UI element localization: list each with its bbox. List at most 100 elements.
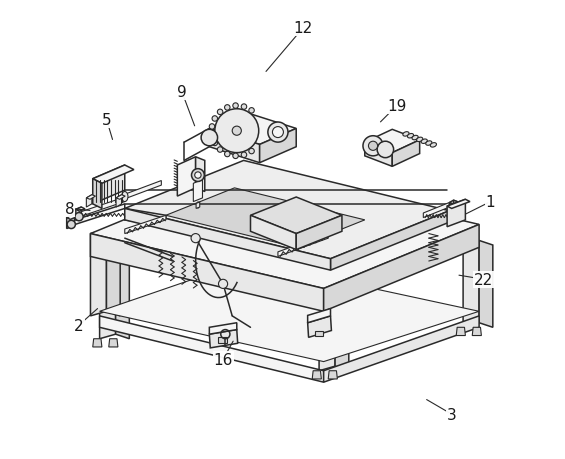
Polygon shape — [196, 202, 200, 209]
Polygon shape — [90, 170, 479, 289]
Text: 16: 16 — [214, 352, 233, 367]
Polygon shape — [93, 166, 125, 204]
Text: 9: 9 — [177, 85, 187, 100]
Polygon shape — [392, 140, 420, 167]
Polygon shape — [195, 157, 205, 192]
Polygon shape — [210, 129, 260, 163]
Polygon shape — [454, 201, 459, 220]
Circle shape — [191, 234, 200, 243]
Polygon shape — [423, 203, 449, 218]
Text: 2: 2 — [74, 318, 84, 333]
Polygon shape — [308, 316, 332, 338]
Polygon shape — [479, 241, 493, 328]
Polygon shape — [447, 200, 470, 209]
Text: 19: 19 — [387, 99, 406, 114]
Ellipse shape — [407, 134, 414, 139]
Polygon shape — [335, 284, 349, 371]
Polygon shape — [193, 180, 202, 202]
Circle shape — [212, 141, 218, 146]
Polygon shape — [319, 284, 335, 371]
Polygon shape — [116, 195, 121, 207]
Polygon shape — [365, 130, 420, 153]
Polygon shape — [76, 207, 85, 212]
Circle shape — [233, 104, 238, 109]
Polygon shape — [210, 113, 296, 145]
Polygon shape — [177, 157, 195, 196]
Polygon shape — [365, 143, 392, 167]
Circle shape — [215, 110, 259, 153]
Polygon shape — [210, 323, 237, 335]
Polygon shape — [90, 230, 106, 316]
Polygon shape — [308, 309, 331, 323]
Polygon shape — [250, 197, 342, 234]
Polygon shape — [125, 161, 449, 259]
Circle shape — [241, 153, 247, 158]
Circle shape — [212, 117, 218, 122]
Polygon shape — [116, 252, 129, 339]
Ellipse shape — [431, 143, 437, 148]
Polygon shape — [125, 209, 331, 270]
Polygon shape — [472, 328, 481, 336]
Polygon shape — [250, 216, 296, 250]
Ellipse shape — [421, 140, 427, 144]
Polygon shape — [331, 211, 449, 270]
Ellipse shape — [412, 136, 418, 140]
Circle shape — [232, 127, 241, 136]
Polygon shape — [324, 225, 479, 312]
Circle shape — [201, 130, 218, 146]
Circle shape — [268, 123, 288, 143]
Ellipse shape — [403, 132, 409, 137]
Polygon shape — [210, 330, 238, 348]
Circle shape — [195, 173, 201, 179]
Circle shape — [368, 142, 377, 151]
Bar — [219, 338, 227, 343]
Text: 8: 8 — [65, 202, 75, 217]
Polygon shape — [86, 195, 92, 207]
Polygon shape — [449, 201, 459, 205]
Circle shape — [75, 213, 83, 221]
Circle shape — [363, 136, 383, 157]
Polygon shape — [312, 371, 321, 379]
Polygon shape — [72, 204, 125, 226]
Ellipse shape — [121, 192, 128, 202]
Ellipse shape — [425, 141, 432, 146]
Circle shape — [241, 105, 247, 110]
Polygon shape — [166, 189, 365, 248]
Polygon shape — [125, 209, 166, 227]
Circle shape — [249, 108, 254, 114]
Text: 1: 1 — [486, 195, 496, 210]
Polygon shape — [67, 215, 75, 229]
Bar — [315, 331, 323, 337]
Polygon shape — [99, 252, 116, 339]
Polygon shape — [76, 207, 81, 221]
Polygon shape — [93, 166, 134, 184]
Polygon shape — [81, 197, 125, 217]
Polygon shape — [108, 339, 118, 347]
Polygon shape — [447, 200, 466, 227]
Polygon shape — [106, 230, 120, 316]
Polygon shape — [278, 234, 328, 257]
Circle shape — [224, 106, 230, 111]
Circle shape — [249, 149, 254, 154]
Polygon shape — [93, 179, 102, 209]
Ellipse shape — [416, 138, 423, 142]
Polygon shape — [328, 371, 337, 379]
Text: 12: 12 — [293, 21, 312, 36]
Polygon shape — [67, 215, 78, 220]
Circle shape — [218, 110, 223, 115]
Circle shape — [272, 127, 284, 138]
Polygon shape — [125, 216, 166, 234]
Circle shape — [233, 154, 238, 159]
Circle shape — [209, 133, 215, 138]
Polygon shape — [457, 328, 466, 336]
Circle shape — [377, 142, 394, 158]
Circle shape — [192, 169, 205, 182]
Text: 5: 5 — [102, 112, 111, 128]
Polygon shape — [260, 129, 296, 163]
Circle shape — [219, 280, 228, 289]
Polygon shape — [463, 241, 479, 328]
Circle shape — [218, 147, 223, 153]
Polygon shape — [116, 195, 125, 200]
Polygon shape — [324, 316, 479, 382]
Polygon shape — [125, 181, 162, 199]
